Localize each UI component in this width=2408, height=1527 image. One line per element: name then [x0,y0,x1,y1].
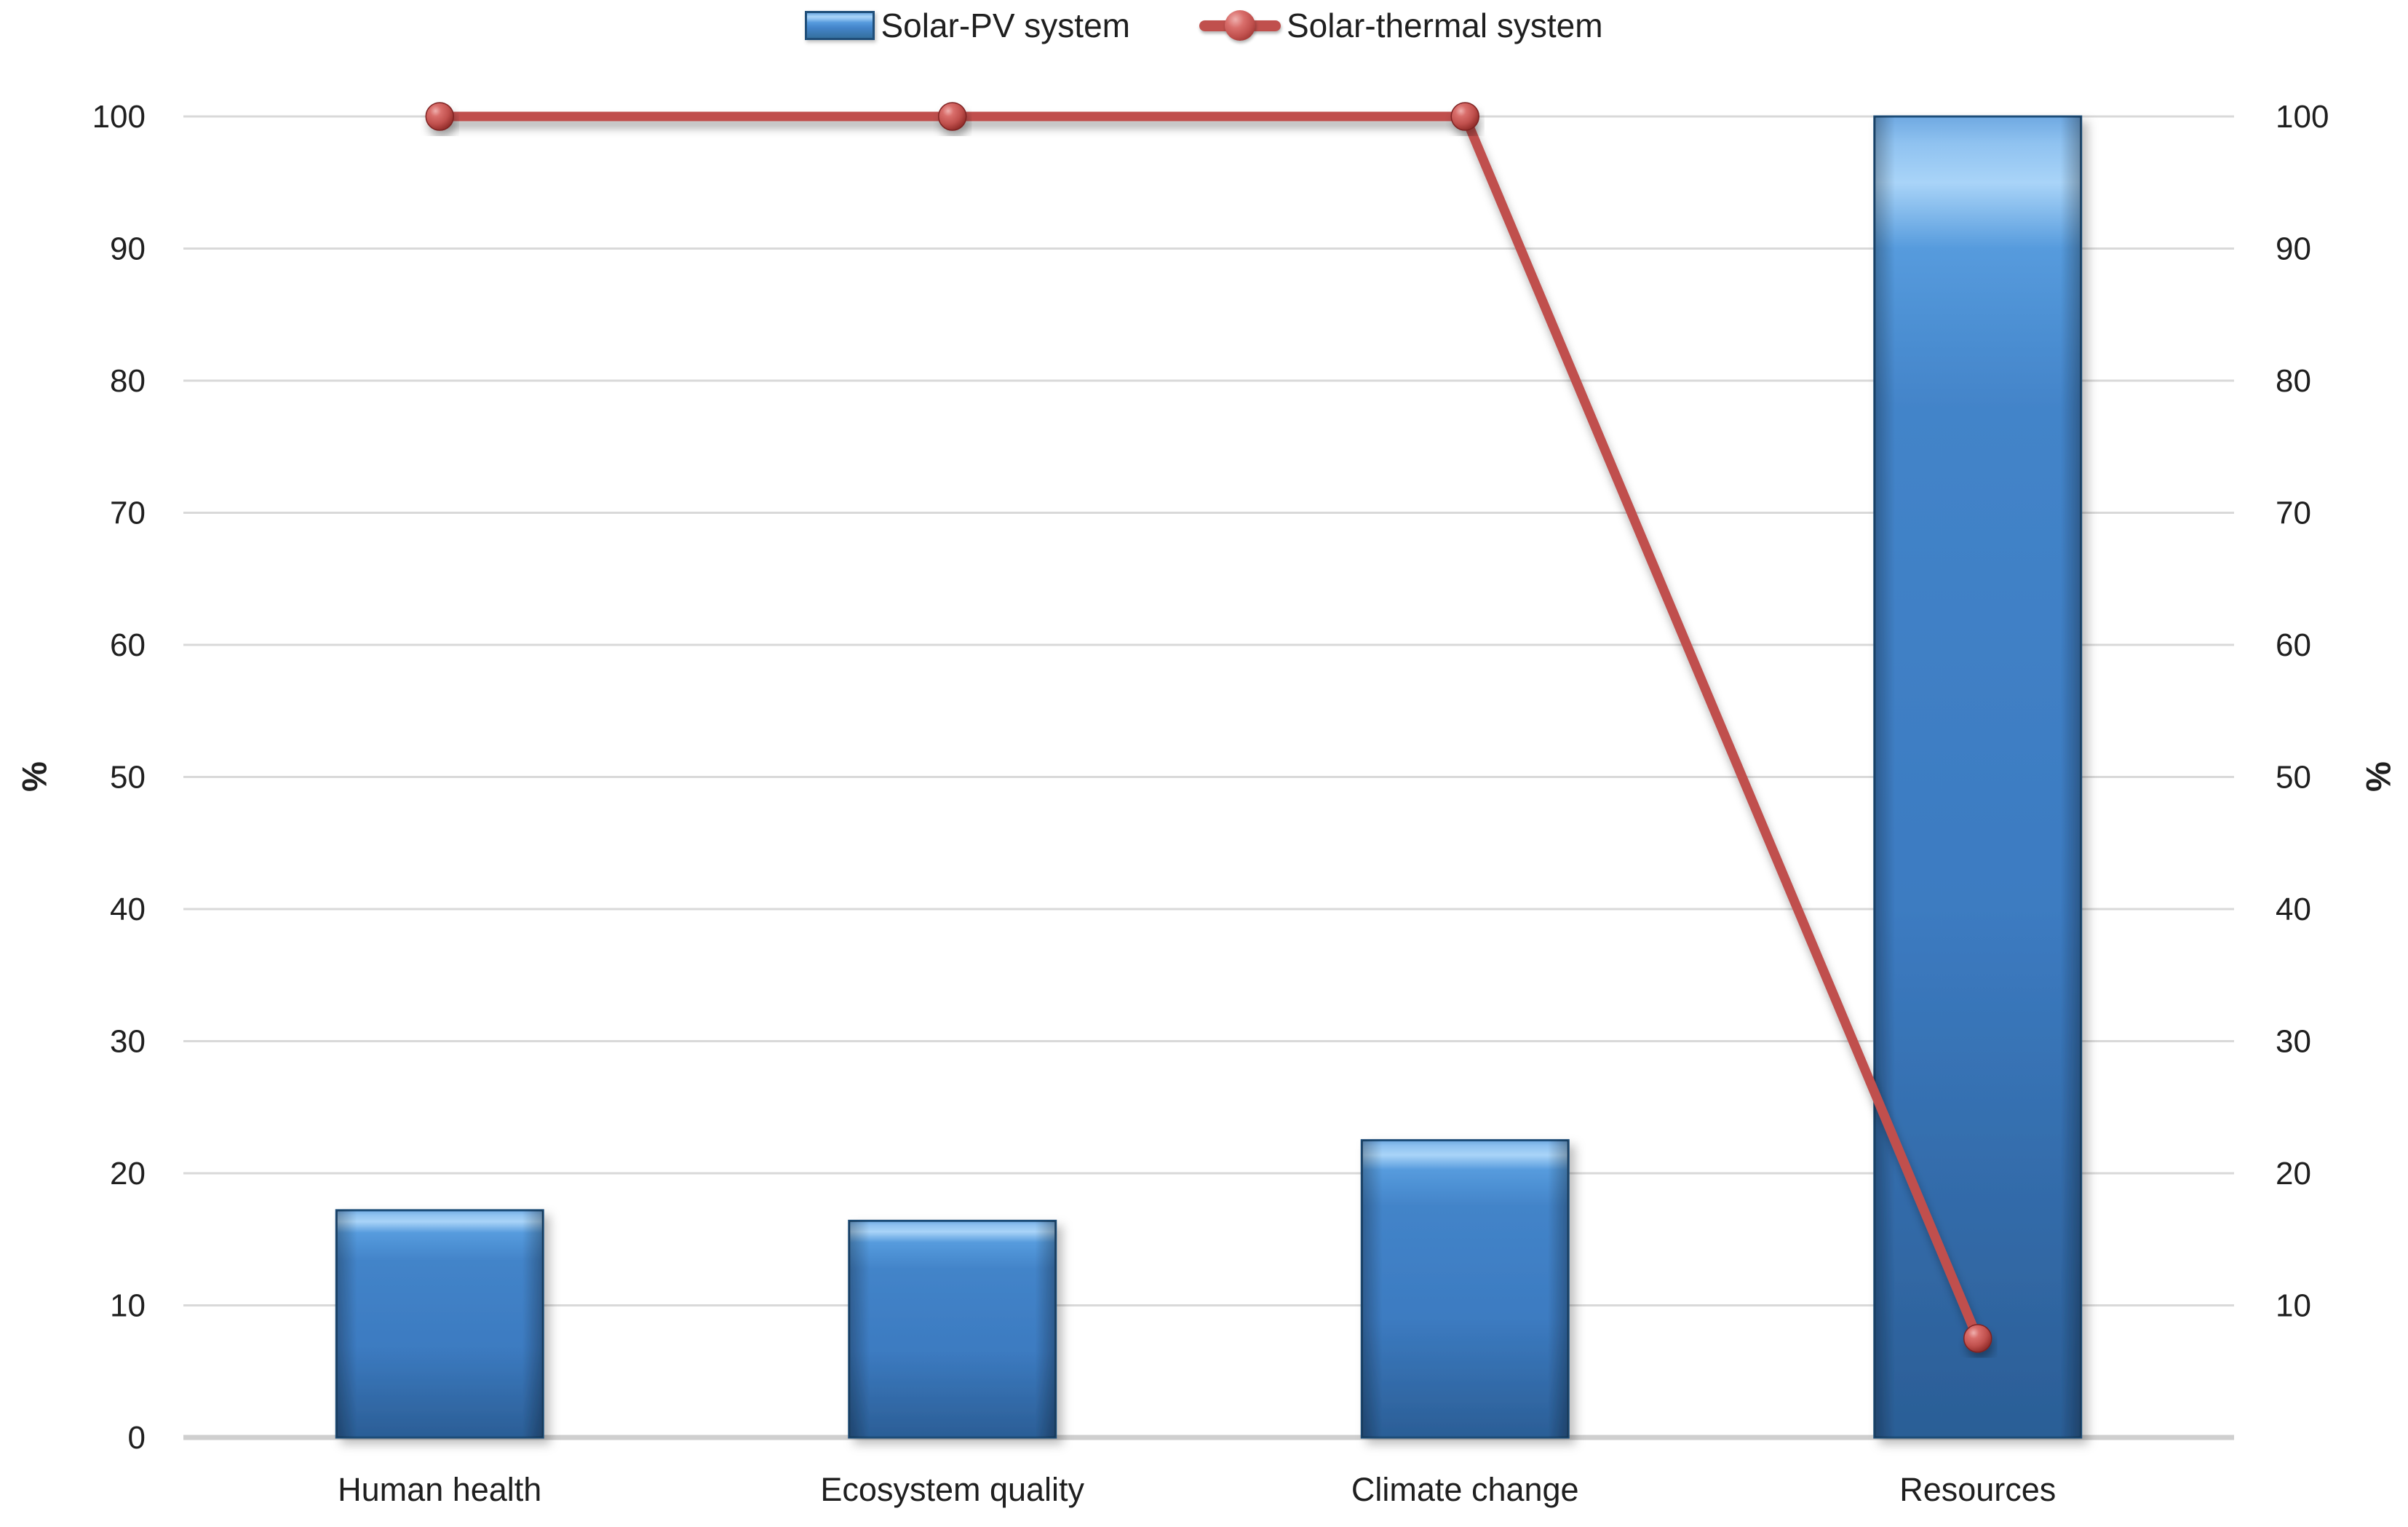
bar-bevel [1874,116,2081,1437]
category-label-resources: Resources [1899,1471,2056,1508]
line-solar-thermal-system [434,111,1983,1344]
y-tick-right-50: 50 [2276,760,2311,796]
bar-human-health [335,1209,544,1439]
marker-human-health [425,102,454,131]
y-axis-right-ticks: 10 20 30 40 50 60 70 80 90 100 [2276,99,2329,1324]
bar-climate-change [1360,1139,1570,1439]
y-tick-right-30: 30 [2276,1024,2311,1060]
marker-climate-change [1450,102,1479,131]
y-axis-left-ticks: 0 10 20 30 40 50 60 70 80 90 100 [92,99,146,1456]
y-tick-left-70: 70 [110,496,146,531]
y-tick-left-60: 60 [110,627,146,663]
y-tick-right-10: 10 [2276,1288,2311,1324]
y-tick-left-80: 80 [110,363,146,399]
y-tick-left-100: 100 [92,99,146,135]
y-tick-right-80: 80 [2276,363,2311,399]
category-label-human-health: Human health [338,1471,541,1508]
y-tick-left-40: 40 [110,892,146,927]
x-axis-labels: Human health Ecosystem quality Climate cha… [338,1471,2056,1508]
bar-ecosystem-quality [848,1219,1057,1439]
y-tick-right-100: 100 [2276,99,2329,135]
y-tick-left-30: 30 [110,1024,146,1060]
y-tick-left-50: 50 [110,760,146,796]
y-tick-right-90: 90 [2276,231,2311,267]
y-tick-right-60: 60 [2276,627,2311,663]
marker-resources [1963,1324,1992,1353]
bar-series [335,115,2083,1439]
bar-bevel [1362,1140,1569,1437]
category-label-ecosystem-quality: Ecosystem quality [820,1471,1084,1508]
y-tick-left-20: 20 [110,1156,146,1191]
category-label-climate-change: Climate change [1351,1471,1579,1508]
y-tick-left-0: 0 [128,1420,146,1456]
y-tick-right-40: 40 [2276,892,2311,927]
y-tick-left-10: 10 [110,1288,146,1324]
line-series [425,102,1992,1353]
y-tick-right-20: 20 [2276,1156,2311,1191]
y-tick-left-90: 90 [110,231,146,267]
bar-bevel [336,1210,544,1437]
marker-ecosystem-quality [938,102,967,131]
y-tick-right-70: 70 [2276,496,2311,531]
bar-resources [1873,115,2083,1439]
bar-bevel [849,1221,1056,1437]
